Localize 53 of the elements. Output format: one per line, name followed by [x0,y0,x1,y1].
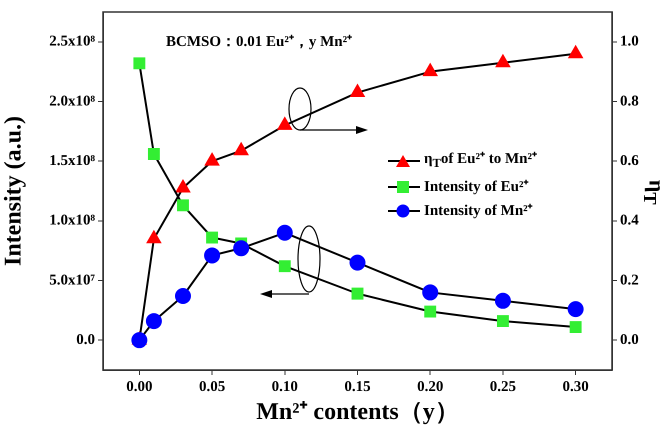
y2-tick-label: 0.6 [620,153,640,170]
x-tick-label: 0.05 [198,378,226,395]
point [568,301,584,318]
y-tick-label: 2.0x10⁸ [49,93,96,110]
point [174,288,191,304]
point [234,142,248,156]
y2-tick-label: 1.0 [620,34,639,50]
point [494,292,511,309]
point [568,46,583,58]
legend-label: Intensity of Mn²⁺ [424,202,533,221]
point [206,232,218,244]
point [146,313,162,330]
point [423,64,438,76]
x-tick-label: 0.00 [126,378,152,395]
point [278,260,291,272]
y-tick-label: 5.0x10⁷ [49,272,96,288]
point [350,84,365,98]
point [424,306,436,318]
x-axis-title: Mn²⁺ contents（y） [256,398,459,425]
point [233,240,250,256]
x-tick-label: 0.25 [490,378,516,395]
y-axis-title: Intensity (a.u.) [0,116,27,266]
y-tick-label: 1.0x10⁸ [49,212,96,229]
legend-label: η$_{T}$of Eu²⁺ to Mn²⁺ [424,150,537,172]
point [133,57,146,70]
x-tick-label: 0.15 [344,378,371,395]
point [496,54,510,68]
point [146,230,161,244]
x-tick-label: 0.10 [272,378,298,395]
y2-tick-label: 0.2 [620,272,639,288]
y-tick-label: 1.5x10⁸ [49,153,96,170]
y2-tick-label: 0.0 [620,332,639,348]
y2-tick-label: 0.8 [620,93,639,110]
point [131,332,148,348]
x-tick-label: 0.20 [417,378,444,395]
y-tick-label: 2.5x10⁸ [49,34,96,50]
annotation: BCMSO：0.01 Eu²⁺，y Mn²⁺ [166,34,352,50]
point [177,199,189,212]
point [276,224,293,241]
point [176,180,190,193]
point [278,117,292,130]
y2-tick-label: 0.4 [620,212,640,229]
point [570,321,582,333]
point [148,148,160,160]
point [352,288,364,300]
point [422,284,438,300]
legend-label: Intensity of Eu²⁺ [424,178,529,197]
point [205,153,220,166]
point [204,247,220,264]
x-tick-label: 0.30 [562,378,589,395]
point [496,315,509,328]
y-tick-label: 0.0 [76,332,95,348]
point [350,254,366,271]
